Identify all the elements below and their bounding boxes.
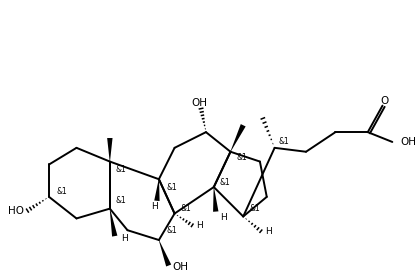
Text: OH: OH — [400, 137, 416, 147]
Text: &1: &1 — [57, 187, 68, 197]
Text: &1: &1 — [116, 165, 126, 174]
Text: H: H — [265, 227, 271, 236]
Polygon shape — [107, 138, 113, 162]
Text: OH: OH — [191, 98, 207, 108]
Text: OH: OH — [173, 262, 188, 272]
Text: &1: &1 — [181, 204, 191, 213]
Text: &1: &1 — [249, 204, 260, 213]
Polygon shape — [154, 179, 160, 201]
Text: H: H — [121, 234, 127, 243]
Text: H: H — [152, 202, 158, 211]
Text: HO: HO — [8, 206, 23, 216]
Text: &1: &1 — [279, 137, 289, 147]
Text: &1: &1 — [167, 226, 178, 235]
Text: &1: &1 — [116, 196, 126, 205]
Text: &1: &1 — [220, 178, 231, 187]
Text: H: H — [220, 213, 226, 222]
Text: &1: &1 — [167, 183, 178, 192]
Polygon shape — [110, 208, 118, 237]
Text: &1: &1 — [236, 153, 247, 162]
Polygon shape — [159, 240, 171, 267]
Text: H: H — [196, 221, 203, 230]
Polygon shape — [230, 124, 246, 152]
Text: O: O — [380, 96, 389, 106]
Polygon shape — [213, 187, 219, 212]
